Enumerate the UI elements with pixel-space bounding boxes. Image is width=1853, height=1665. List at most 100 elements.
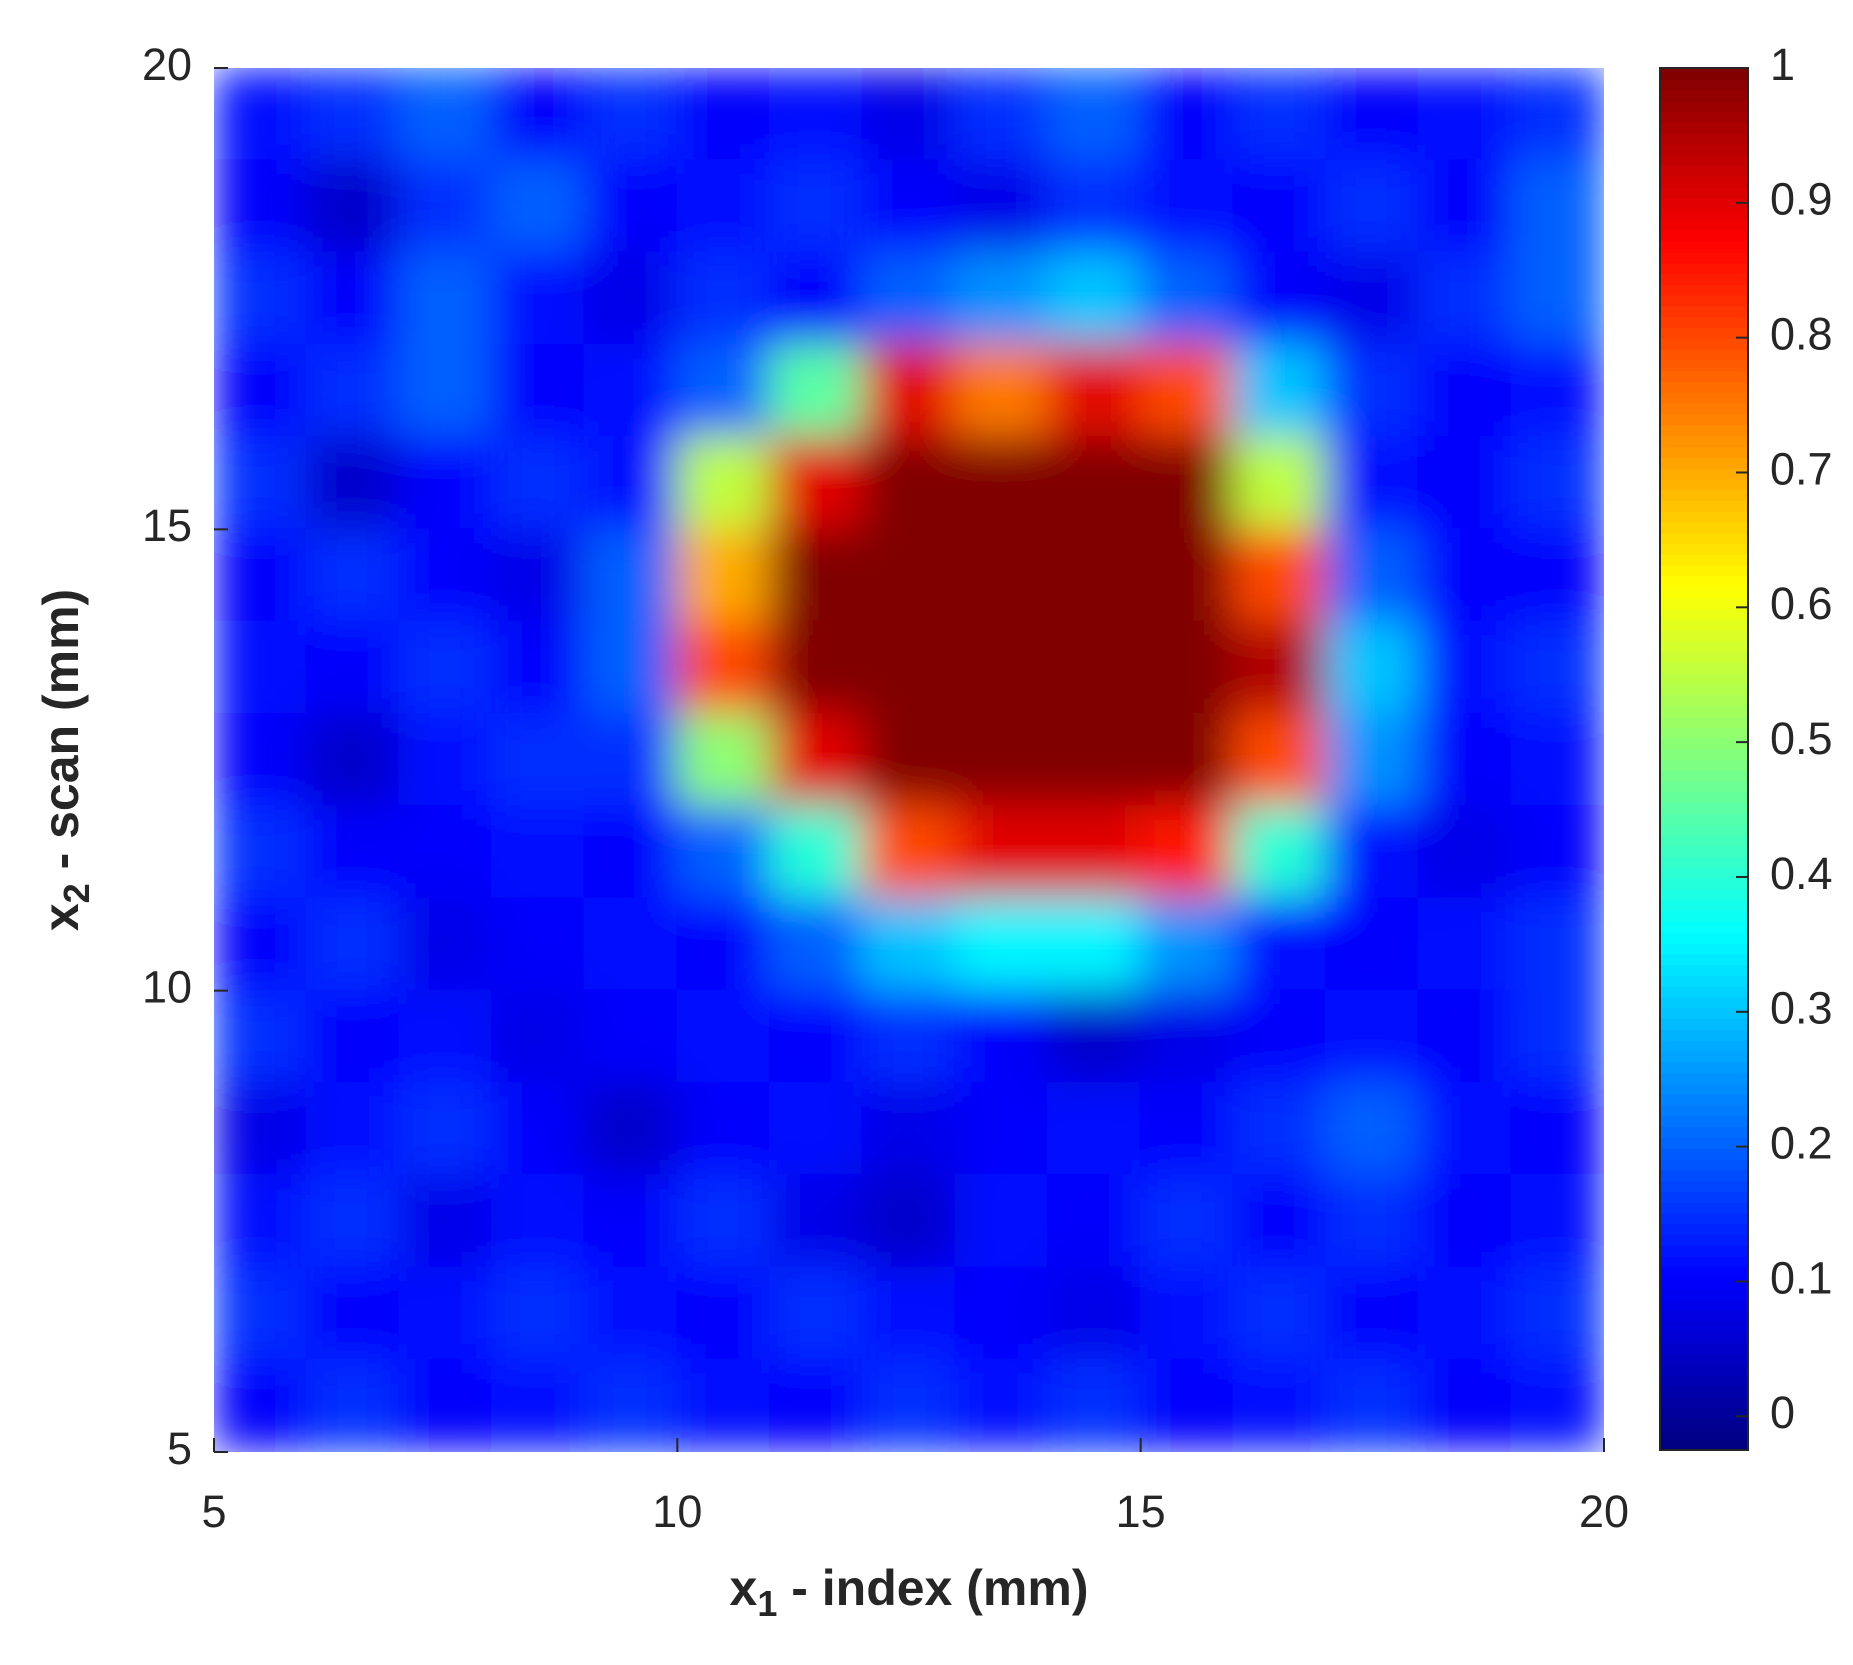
- colorbar-step: [1660, 748, 1748, 760]
- cell: [1417, 805, 1513, 900]
- colorbar-step: [1660, 165, 1748, 177]
- colorbar-tick-label: 0.5: [1770, 713, 1833, 764]
- colorbar-step: [1660, 564, 1748, 577]
- cell: [1325, 436, 1420, 531]
- colorbar-step: [1660, 1028, 1748, 1041]
- colorbar-step: [1660, 445, 1748, 458]
- colorbar-step: [1660, 1007, 1748, 1020]
- cell: [1417, 1266, 1513, 1361]
- cell: [1047, 436, 1142, 531]
- colorbar-step: [1660, 1050, 1748, 1063]
- cell: [676, 1081, 771, 1177]
- colorbar-step: [1660, 132, 1748, 145]
- cell: [491, 528, 586, 623]
- cell: [1047, 897, 1142, 992]
- cell: [1139, 897, 1235, 992]
- cell: [1510, 1174, 1604, 1269]
- cell: [583, 528, 679, 623]
- cell: [861, 989, 957, 1084]
- colorbar-step: [1660, 68, 1748, 80]
- y-tick-label: 15: [142, 500, 192, 551]
- cell: [1417, 1174, 1513, 1269]
- colorbar-step: [1660, 143, 1748, 156]
- cell: [398, 1358, 493, 1452]
- colorbar-step: [1660, 240, 1748, 253]
- colorbar-step: [1660, 262, 1748, 275]
- cell: [676, 989, 771, 1084]
- colorbar-step: [1660, 521, 1748, 534]
- colorbar-step: [1660, 1331, 1748, 1344]
- cell: [305, 68, 401, 162]
- colorbar-step: [1660, 726, 1748, 739]
- cell: [1047, 251, 1142, 346]
- colorbar-step: [1660, 359, 1748, 372]
- x-tick-label: 10: [652, 1486, 702, 1537]
- cell: [491, 1358, 586, 1452]
- cell: [1510, 620, 1604, 715]
- colorbar-step: [1660, 812, 1748, 825]
- colorbar-step: [1660, 1072, 1748, 1084]
- colorbar-tick-label: 0.4: [1770, 848, 1833, 899]
- cell: [861, 1081, 957, 1177]
- cell: [1510, 68, 1604, 162]
- colorbar-step: [1660, 1244, 1748, 1257]
- cell: [769, 620, 864, 715]
- colorbar-step: [1660, 316, 1748, 329]
- colorbar-step: [1660, 294, 1748, 307]
- colorbar-step: [1660, 553, 1748, 566]
- cell: [1510, 343, 1604, 439]
- cell: [583, 251, 679, 346]
- colorbar-step: [1660, 1201, 1748, 1214]
- cell: [1417, 436, 1513, 531]
- cell: [583, 343, 679, 439]
- cell: [214, 1174, 308, 1269]
- cell: [676, 712, 771, 808]
- colorbar-step: [1660, 985, 1748, 998]
- cell: [1417, 897, 1513, 992]
- y-tick-label: 5: [167, 1423, 192, 1474]
- cell: [1325, 1358, 1420, 1452]
- colorbar-step: [1660, 715, 1748, 728]
- colorbar-tick-label: 0.6: [1770, 578, 1833, 629]
- cell: [1232, 1358, 1327, 1452]
- colorbar-step: [1660, 208, 1748, 221]
- colorbar-step: [1660, 683, 1748, 696]
- cell: [1139, 620, 1235, 715]
- cell: [769, 1081, 864, 1177]
- colorbar-step: [1660, 1363, 1748, 1376]
- cell: [1417, 68, 1513, 162]
- cell: [1139, 805, 1235, 900]
- cell: [676, 343, 771, 439]
- cell: [861, 1358, 957, 1452]
- cell: [1510, 1358, 1604, 1452]
- cell: [1510, 989, 1604, 1084]
- cell: [1139, 1358, 1235, 1452]
- colorbar-step: [1660, 1104, 1748, 1117]
- colorbar-step: [1660, 1223, 1748, 1236]
- colorbar-step: [1660, 348, 1748, 361]
- cell: [583, 159, 679, 254]
- cell: [214, 897, 308, 992]
- cell: [583, 989, 679, 1084]
- colorbar-step: [1660, 1396, 1748, 1408]
- cell: [398, 805, 493, 900]
- colorbar-step: [1660, 607, 1748, 620]
- colorbar-step: [1660, 672, 1748, 685]
- cell: [1232, 436, 1327, 531]
- cell: [398, 1174, 493, 1269]
- cell: [214, 805, 308, 900]
- colorbar-frame: [1659, 67, 1749, 1451]
- cell: [1325, 251, 1420, 346]
- cell: [491, 712, 586, 808]
- cell: [1510, 897, 1604, 992]
- cell: [305, 897, 401, 992]
- cell: [398, 620, 493, 715]
- colorbar-step: [1660, 996, 1748, 1009]
- cell: [861, 620, 957, 715]
- cell: [1417, 159, 1513, 254]
- cell: [769, 1358, 864, 1452]
- cell: [1325, 989, 1420, 1084]
- cell: [1325, 897, 1420, 992]
- cell: [1417, 528, 1513, 623]
